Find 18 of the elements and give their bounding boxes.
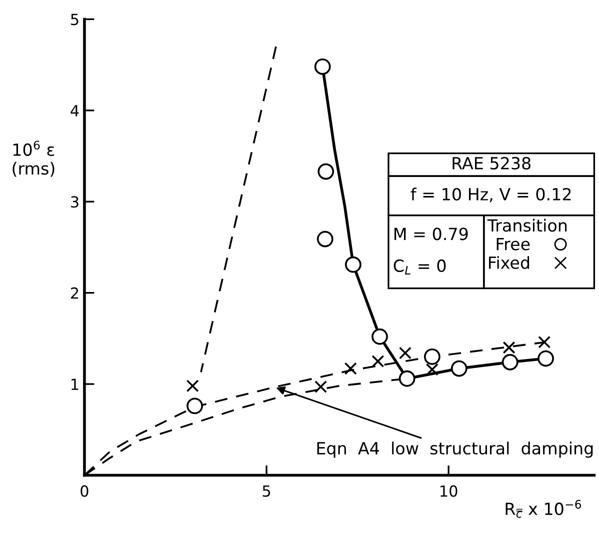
- y-tick-label: 2: [70, 287, 78, 299]
- annotation: RAE 5238: [452, 156, 530, 170]
- legend-title: Transition: [487, 218, 567, 232]
- y-tick-label: 5: [71, 14, 78, 26]
- annotation: f = 10 Hz, V = 0.12: [410, 188, 571, 202]
- legend-label: Free: [496, 238, 530, 250]
- x-tick-label: 10: [440, 485, 458, 497]
- y-tick-label: 3: [71, 196, 78, 208]
- annotation: Eqn A4 low structural damping: [317, 442, 593, 458]
- y-tick-label: 4: [70, 105, 79, 116]
- legend-label: Fixed: [489, 256, 530, 269]
- x-tick-label: 5: [262, 485, 270, 497]
- x-axis-title: R$_{c̿}$ x 10$^{−6}$: [506, 500, 582, 518]
- annotation: M = 0.79: [394, 228, 468, 240]
- x-tick-label: 0: [80, 485, 88, 497]
- y-tick-label: 1: [72, 378, 78, 390]
- annotation: C$_{L}$ = 0: [394, 259, 446, 275]
- y-axis-title: 10$^{6}$ ε (rms): [12, 140, 54, 177]
